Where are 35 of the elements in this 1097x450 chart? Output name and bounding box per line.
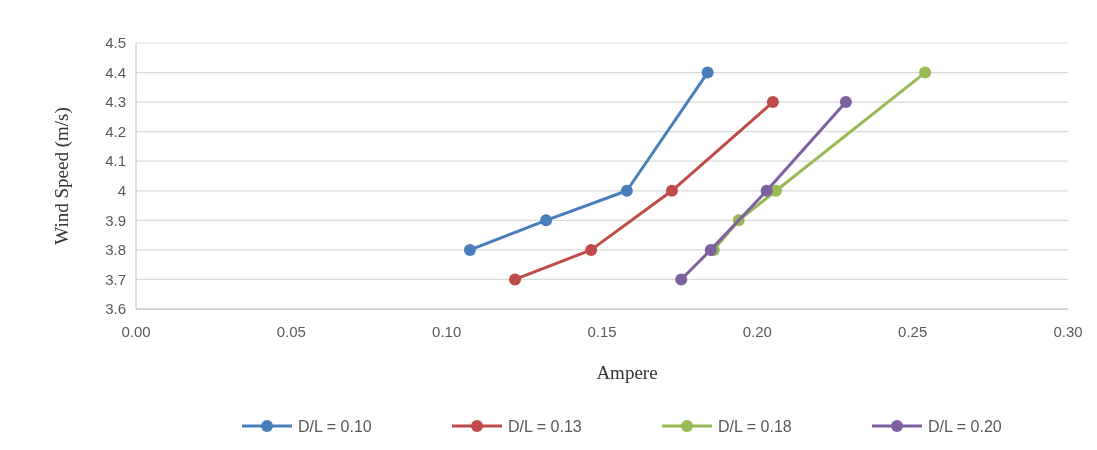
y-tick-label: 4.2 <box>105 122 126 140</box>
point <box>463 243 476 256</box>
x-tick-label: 0.30 <box>1053 323 1083 340</box>
legend-label: D/L = 0.18 <box>718 417 792 435</box>
y-tick-label: 3.8 <box>105 241 126 259</box>
point <box>701 66 714 79</box>
y-tick-label: 3.7 <box>105 270 126 288</box>
point <box>760 184 773 197</box>
x-tick-label: 0.20 <box>742 323 772 340</box>
x-axis-title: Ampere <box>596 362 658 383</box>
point <box>665 184 678 197</box>
y-axis-title: Wind Speed (m/s) <box>51 107 73 245</box>
x-tick-label: 0.15 <box>587 323 617 340</box>
y-tick-label: 3.6 <box>105 300 126 318</box>
point <box>540 214 553 227</box>
point <box>919 66 932 79</box>
y-tick-label: 3.9 <box>105 211 126 229</box>
point <box>675 273 688 286</box>
x-tick-label: 0.05 <box>276 323 306 340</box>
x-tick-label: 0.00 <box>121 323 151 340</box>
y-tick-label: 4.1 <box>105 152 126 170</box>
x-tick-label: 0.10 <box>432 323 462 340</box>
y-tick-label: 4.3 <box>105 93 126 111</box>
point <box>620 184 633 197</box>
legend-label: D/L = 0.20 <box>928 417 1002 435</box>
point <box>766 96 779 109</box>
point <box>839 96 852 109</box>
y-tick-label: 4.5 <box>105 34 126 52</box>
x-tick-label: 0.25 <box>898 323 928 340</box>
y-tick-label: 4 <box>117 182 126 200</box>
y-tick-label: 4.4 <box>105 63 126 81</box>
point <box>509 273 522 286</box>
point <box>585 243 598 256</box>
legend-label: D/L = 0.10 <box>298 417 372 435</box>
legend-label: D/L = 0.13 <box>508 417 582 435</box>
